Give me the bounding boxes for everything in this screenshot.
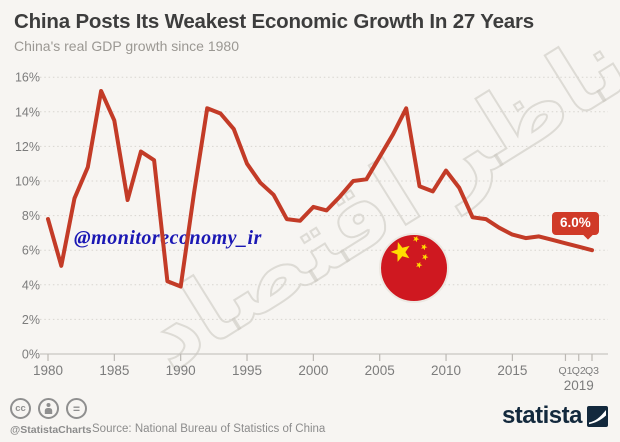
no-derivatives-icon: = xyxy=(66,398,87,419)
blue-handle-watermark: @monitoreconomy_ir xyxy=(74,227,262,249)
creative-commons-icon: cc xyxy=(10,398,31,419)
last-value-label: 6.0% xyxy=(560,215,591,230)
cc-license-icons: cc = xyxy=(10,398,87,419)
y-tick-label: 4% xyxy=(22,278,40,292)
quarter-tick-label: Q1 xyxy=(558,365,572,377)
x-tick-label: 2000 xyxy=(298,363,328,378)
y-tick-label: 10% xyxy=(15,175,40,189)
page-subtitle: China's real GDP growth since 1980 xyxy=(14,38,239,54)
statista-logo-icon xyxy=(587,405,608,427)
flag-small-star xyxy=(413,235,420,243)
page-title: China Posts Its Weakest Economic Growth … xyxy=(14,10,534,33)
y-tick-label: 8% xyxy=(22,209,40,223)
statista-wordmark: statista xyxy=(501,402,583,429)
flag-small-star xyxy=(416,261,423,269)
statista-charts-handle: @StatistaCharts xyxy=(10,424,92,436)
x-tick-label: 1985 xyxy=(99,363,129,378)
y-tick-label: 14% xyxy=(15,105,40,119)
flag-small-star xyxy=(422,253,429,261)
quarter-tick-label: Q2 xyxy=(572,365,586,377)
x-tick-label: 2005 xyxy=(365,363,395,378)
x-tick-label: 2015 xyxy=(497,363,527,378)
quarter-year-label: 2019 xyxy=(564,378,594,393)
person-glyph xyxy=(44,403,53,414)
flag-small-star xyxy=(421,243,428,251)
y-tick-label: 16% xyxy=(15,71,40,85)
gdp-growth-line xyxy=(46,89,594,289)
last-value-badge: 6.0% xyxy=(552,212,599,240)
y-tick-label: 12% xyxy=(15,140,40,154)
y-tick-label: 6% xyxy=(22,244,40,258)
quarter-tick-label: Q3 xyxy=(585,365,599,377)
y-tick-label: 0% xyxy=(22,348,40,362)
attribution-person-icon xyxy=(38,398,59,419)
statista-logo: statista xyxy=(502,402,608,430)
x-tick-label: 2010 xyxy=(431,363,461,378)
x-tick-label: 1990 xyxy=(166,363,196,378)
china-flag-icon xyxy=(379,233,449,303)
y-tick-label: 2% xyxy=(22,313,40,327)
x-tick-label: 1980 xyxy=(33,363,63,378)
source-credit: Source: National Bureau of Statistics of… xyxy=(92,423,326,435)
x-tick-label: 1995 xyxy=(232,363,262,378)
flag-big-star xyxy=(390,242,410,262)
